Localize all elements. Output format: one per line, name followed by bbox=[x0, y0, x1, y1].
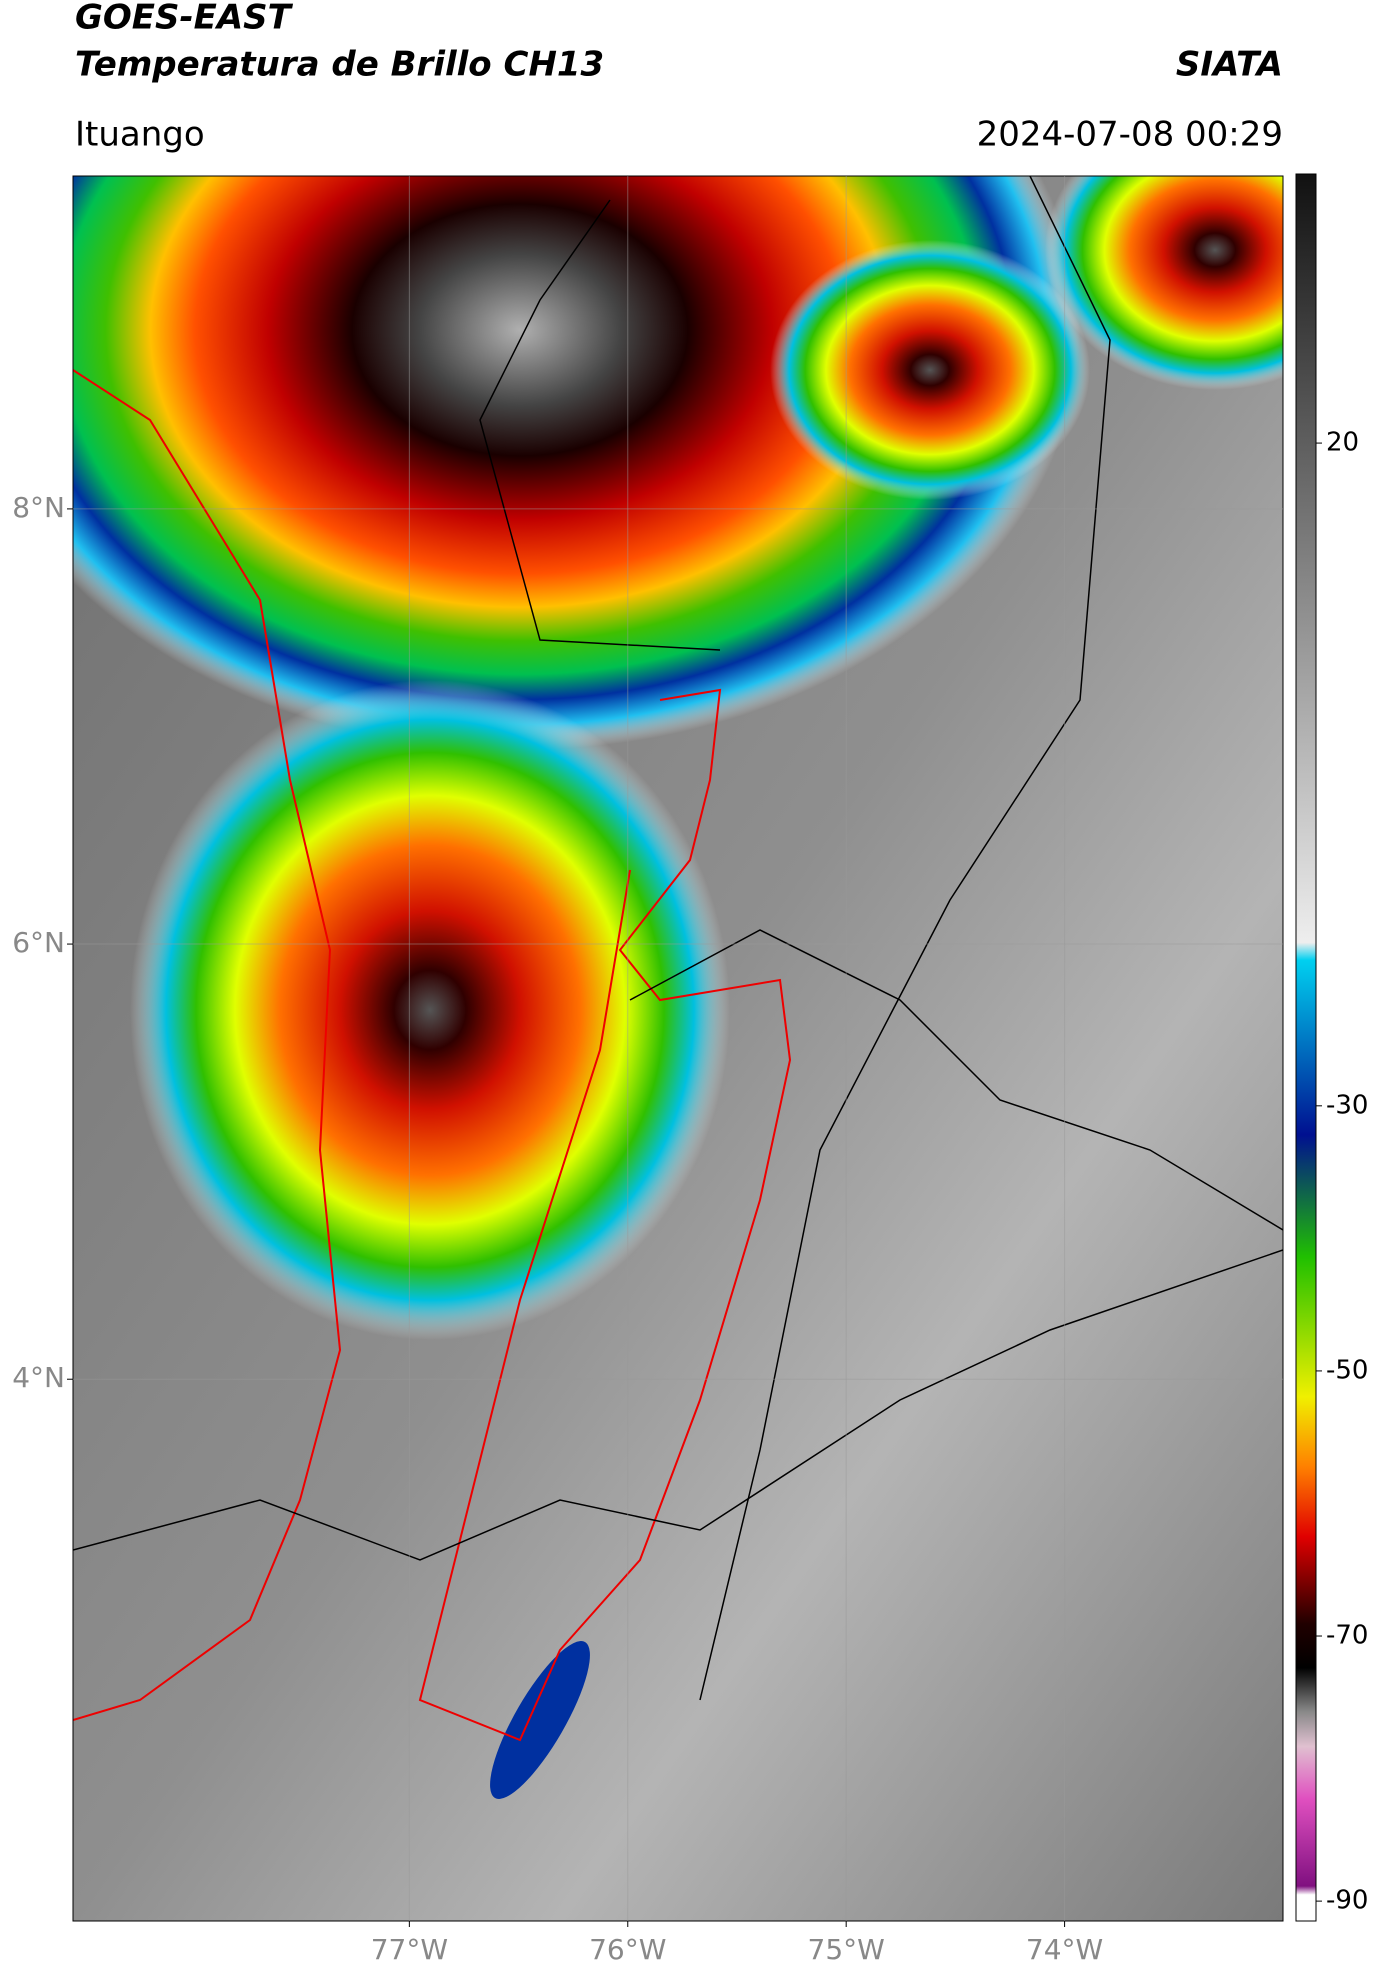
colorbar bbox=[1295, 173, 1317, 1922]
datetime: 2024-07-08 00:29 bbox=[977, 115, 1283, 155]
colorbar-tick-label: -30 bbox=[1326, 1090, 1368, 1120]
colorbar-tick-label: 20 bbox=[1326, 428, 1359, 458]
y-tick-label: 4°N bbox=[12, 1361, 65, 1394]
x-tick-label: 77°W bbox=[371, 1933, 448, 1966]
x-tick-label: 74°W bbox=[1026, 1933, 1103, 1966]
satellite-image bbox=[73, 176, 1283, 1921]
map-frame bbox=[72, 175, 1284, 1922]
x-tick-label: 76°W bbox=[589, 1933, 666, 1966]
colorbar-tick-label: -70 bbox=[1326, 1621, 1368, 1651]
colorbar-tick-label: -50 bbox=[1326, 1355, 1368, 1385]
y-tick-label: 6°N bbox=[12, 926, 65, 959]
title: GOES-EAST bbox=[75, 0, 294, 38]
source: SIATA bbox=[1176, 45, 1283, 85]
x-tick-label: 75°W bbox=[808, 1933, 885, 1966]
subtitle: Temperatura de Brillo CH13 bbox=[75, 45, 604, 85]
y-tick-label: 8°N bbox=[12, 491, 65, 524]
location: Ituango bbox=[75, 115, 205, 155]
colorbar-tick-label: -90 bbox=[1326, 1886, 1368, 1916]
